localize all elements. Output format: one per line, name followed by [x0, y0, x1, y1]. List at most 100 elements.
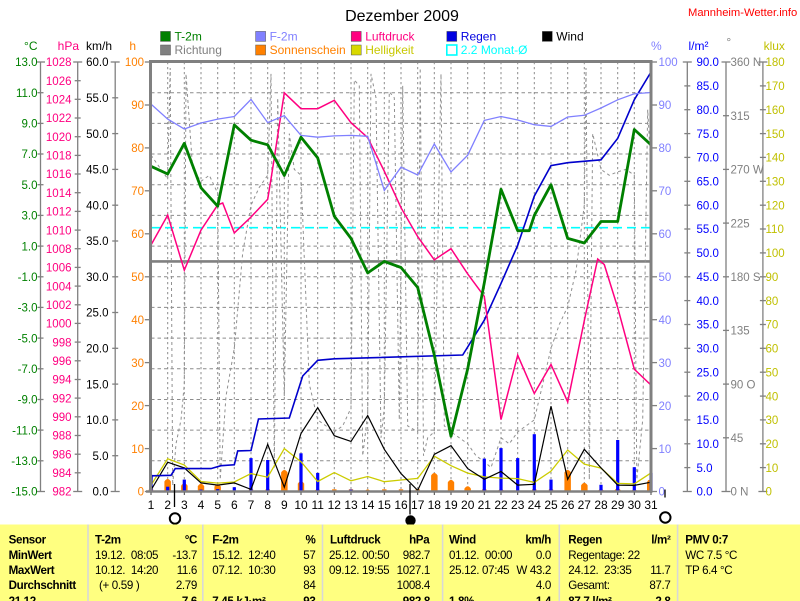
svg-text:(+ 0.59 ): (+ 0.59 )	[99, 579, 140, 592]
svg-text:70.0: 70.0	[697, 153, 719, 165]
svg-text:986: 986	[52, 449, 71, 461]
svg-text:hPa: hPa	[409, 534, 430, 547]
svg-text:0: 0	[659, 487, 665, 499]
svg-text:998: 998	[52, 337, 71, 349]
svg-text:1024: 1024	[46, 95, 72, 107]
svg-text:80: 80	[766, 296, 779, 308]
svg-text:225: 225	[731, 218, 750, 230]
svg-text:0.0: 0.0	[93, 487, 109, 499]
svg-text:1.0: 1.0	[22, 241, 38, 253]
svg-text:19.12. 08:05: 19.12. 08:05	[95, 549, 158, 562]
svg-text:988: 988	[52, 431, 71, 443]
svg-text:15: 15	[378, 498, 392, 512]
svg-text:TP 6.4 °C: TP 6.4 °C	[685, 564, 732, 577]
svg-text:20: 20	[131, 401, 144, 413]
svg-text:F-2m: F-2m	[212, 534, 238, 547]
svg-text:984: 984	[52, 468, 72, 480]
svg-text:7: 7	[248, 498, 255, 512]
svg-text:35.0: 35.0	[86, 236, 108, 248]
svg-text:1028: 1028	[46, 57, 72, 69]
svg-text:5.0: 5.0	[697, 463, 713, 475]
svg-text:22: 22	[494, 498, 508, 512]
svg-text:10.0: 10.0	[697, 439, 719, 451]
svg-text:30: 30	[766, 415, 779, 427]
svg-text:9.0: 9.0	[22, 119, 38, 131]
svg-text:24: 24	[528, 498, 542, 512]
svg-text:2: 2	[164, 498, 171, 512]
svg-text:60: 60	[131, 229, 144, 241]
svg-text:120: 120	[766, 200, 785, 212]
svg-text:T-2m: T-2m	[175, 30, 202, 44]
svg-text:F-2m: F-2m	[270, 30, 298, 44]
svg-text:1016: 1016	[46, 169, 72, 181]
svg-text:180 S: 180 S	[731, 272, 761, 284]
svg-text:28: 28	[594, 498, 608, 512]
svg-text:55.0: 55.0	[697, 224, 719, 236]
svg-text:70: 70	[766, 320, 779, 332]
svg-text:170: 170	[766, 81, 785, 93]
svg-text:990: 990	[52, 412, 71, 424]
svg-text:Regentage: 22: Regentage: 22	[568, 549, 640, 562]
svg-text:5.0: 5.0	[22, 180, 38, 192]
svg-text:25.0: 25.0	[86, 308, 108, 320]
svg-text:2.2 Monat-Ø: 2.2 Monat-Ø	[461, 43, 528, 57]
svg-text:80.0: 80.0	[697, 105, 719, 117]
svg-text:30.0: 30.0	[86, 272, 108, 284]
svg-text:19: 19	[444, 498, 458, 512]
svg-text:13.0: 13.0	[15, 57, 37, 69]
svg-text:Regen: Regen	[461, 30, 496, 44]
svg-text:30: 30	[628, 498, 642, 512]
svg-text:km/h: km/h	[525, 534, 551, 547]
svg-text:Richtung: Richtung	[175, 43, 222, 57]
svg-text:60: 60	[659, 229, 672, 241]
svg-text:07.12. 10:30: 07.12. 10:30	[212, 564, 275, 577]
svg-text:1018: 1018	[46, 151, 72, 163]
svg-text:24.12. 23:35: 24.12. 23:35	[568, 564, 631, 577]
svg-text:70: 70	[131, 186, 144, 198]
svg-text:h: h	[129, 39, 136, 53]
svg-text:10: 10	[131, 444, 144, 456]
svg-text:14: 14	[361, 498, 375, 512]
svg-text:1014: 1014	[46, 188, 72, 200]
svg-text:180: 180	[766, 57, 785, 69]
svg-text:PMV 0:7: PMV 0:7	[685, 534, 728, 547]
svg-text:Luftdruck: Luftdruck	[330, 534, 381, 547]
svg-text:11.6: 11.6	[177, 564, 197, 577]
svg-text:60.0: 60.0	[697, 200, 719, 212]
svg-text:20.0: 20.0	[86, 344, 108, 356]
svg-text:20.0: 20.0	[697, 391, 719, 403]
svg-text:25.12. 00:50: 25.12. 00:50	[329, 549, 389, 562]
svg-text:90: 90	[659, 100, 672, 112]
svg-text:Wind: Wind	[449, 534, 476, 547]
svg-text:982.8: 982.8	[403, 595, 431, 601]
svg-text:75.0: 75.0	[697, 129, 719, 141]
svg-text:15.0: 15.0	[697, 415, 719, 427]
svg-text:70: 70	[659, 186, 672, 198]
svg-text:Durchschnitt: Durchschnitt	[9, 579, 77, 592]
svg-text:MaxWert: MaxWert	[9, 564, 55, 577]
svg-text:-1.0: -1.0	[18, 272, 38, 284]
svg-text:160: 160	[766, 105, 785, 117]
svg-text:7.0: 7.0	[22, 149, 38, 161]
svg-text:45.0: 45.0	[86, 165, 108, 177]
svg-text:21: 21	[478, 498, 492, 512]
svg-text:23: 23	[511, 498, 525, 512]
svg-text:992: 992	[52, 393, 71, 405]
svg-text:25.12. 07:45: 25.12. 07:45	[449, 564, 509, 577]
svg-text:30.0: 30.0	[697, 344, 719, 356]
svg-text:40: 40	[659, 315, 672, 327]
svg-text:-5.0: -5.0	[18, 333, 38, 345]
svg-text:5: 5	[214, 498, 221, 512]
svg-text:90 O: 90 O	[731, 379, 756, 391]
svg-text:50.0: 50.0	[86, 129, 108, 141]
svg-text:2.79: 2.79	[176, 579, 197, 592]
svg-text:-15.0: -15.0	[11, 487, 37, 499]
svg-text:40: 40	[766, 391, 779, 403]
svg-text:l/m²: l/m²	[651, 534, 671, 547]
svg-text:270 W: 270 W	[731, 165, 764, 177]
svg-text:-13.7: -13.7	[172, 549, 197, 562]
svg-text:13: 13	[344, 498, 358, 512]
svg-text:klux: klux	[764, 39, 785, 53]
svg-text:40.0: 40.0	[697, 296, 719, 308]
svg-text:18: 18	[428, 498, 442, 512]
